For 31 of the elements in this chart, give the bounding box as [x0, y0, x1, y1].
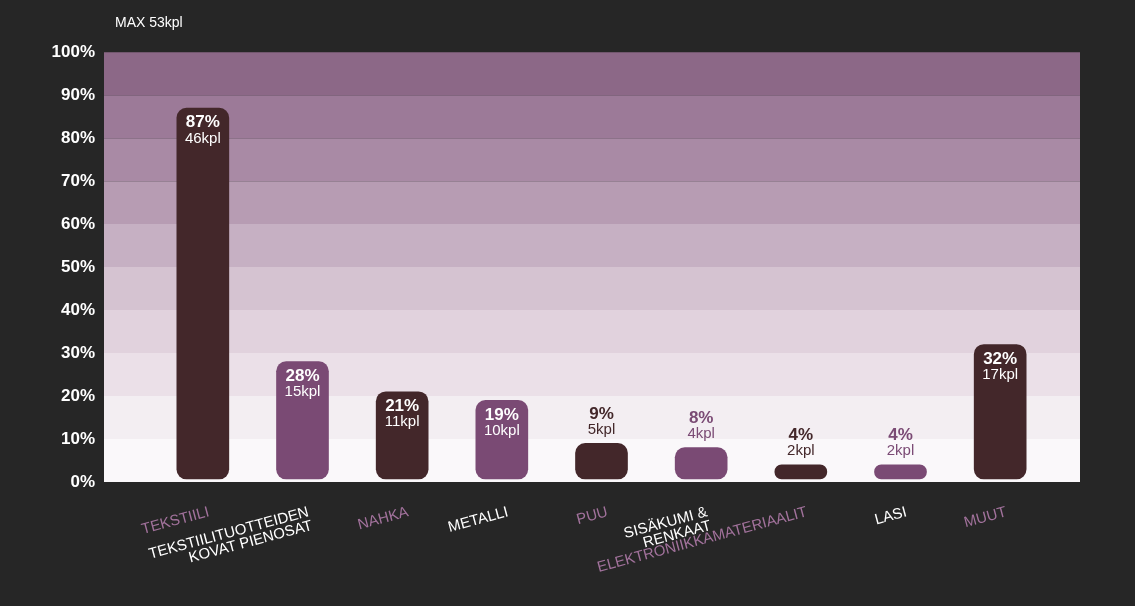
- y-tick-label: 20%: [60, 385, 95, 405]
- x-tick-label: NAHKA: [355, 502, 411, 533]
- y-tick-label: 50%: [60, 256, 95, 276]
- bar: [276, 361, 329, 480]
- data-label: 4% 2kpl: [787, 425, 815, 459]
- y-tick-label: 80%: [60, 127, 95, 147]
- text: MAX 53kpl: [115, 14, 183, 30]
- bar: [874, 464, 927, 480]
- data-label: 87% 46kpl: [184, 112, 221, 146]
- data-label: 32% 17kpl: [982, 348, 1019, 383]
- data-label: 9% 5kpl: [587, 403, 616, 437]
- data-label: 4% 2kpl: [886, 425, 915, 459]
- data-label: 19% 10kpl: [483, 404, 520, 438]
- y-tick-label: 10%: [60, 428, 95, 448]
- bar: [973, 344, 1027, 480]
- y-tick-label: 90%: [60, 84, 95, 104]
- y-tick-label: 70%: [60, 170, 95, 190]
- bar: [674, 447, 728, 480]
- data-label: 28% 15kpl: [284, 365, 321, 400]
- data-label: 8% 4kpl: [687, 407, 715, 442]
- x-tick-label: MUUT: [961, 502, 1009, 531]
- y-tick-label: 0%: [70, 471, 95, 491]
- y-tick-label: 60%: [60, 213, 95, 233]
- y-tick-label: 100%: [51, 41, 95, 61]
- bar: [575, 442, 628, 480]
- bar: [176, 107, 230, 480]
- data-label: 21% 11kpl: [384, 395, 420, 430]
- x-tick-label: LASI: [872, 502, 909, 528]
- bar: [774, 464, 828, 480]
- y-tick-label: 30%: [60, 342, 95, 362]
- y-tick-label: 40%: [60, 299, 95, 319]
